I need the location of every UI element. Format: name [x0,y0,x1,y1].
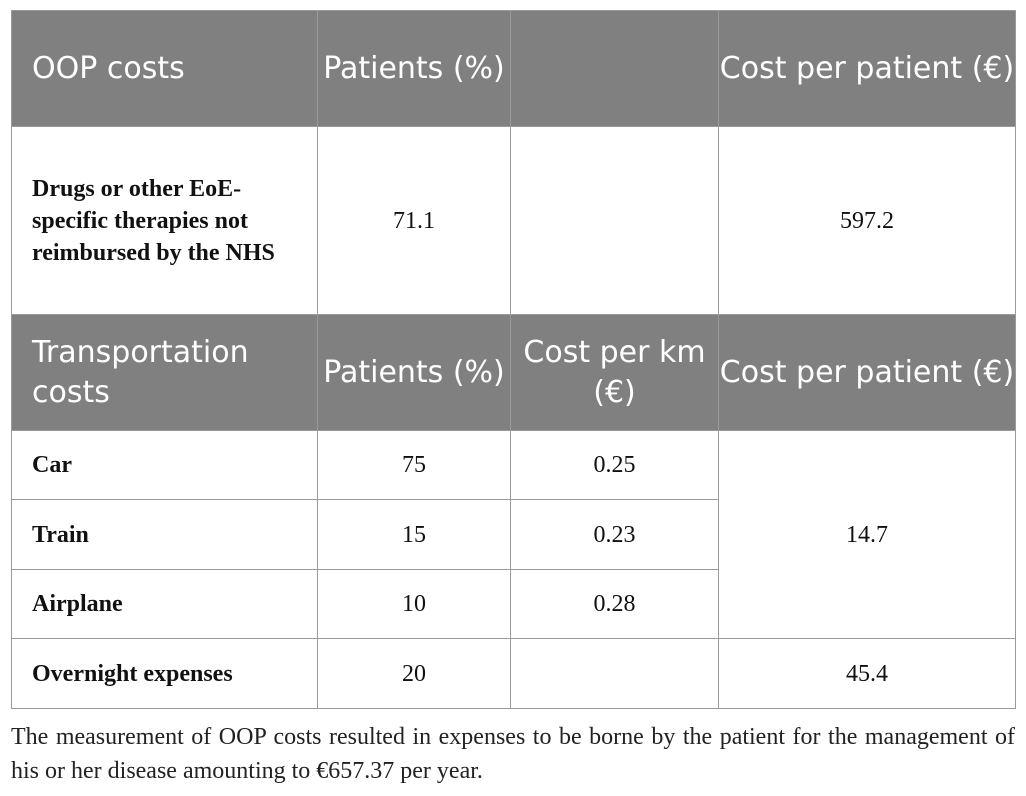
cell-patients: 10 [317,569,511,639]
cell-cost-per-km: 0.28 [510,569,719,639]
header-patients-pct: Patients (%) [317,10,511,127]
header-cost-per-patient: Cost per patient (€) [718,10,1016,127]
table-row: Airplane 10 0.28 [11,569,1016,639]
transport-header-row: Transportation costs Patients (%) Cost p… [11,314,1016,431]
header-empty [510,10,719,127]
cell-transport-cost-per-patient: 14.7 [718,430,1016,639]
cell-patients: 71.1 [317,126,511,315]
row-label-car: Car [11,430,318,500]
oop-costs-table: OOP costs Patients (%) Cost per patient … [11,10,1016,709]
row-label-drugs: Drugs or other EoE-specific therapies no… [11,126,318,315]
row-label-overnight: Overnight expenses [11,638,318,709]
header-transportation-costs: Transportation costs [11,314,318,431]
table-row: Drugs or other EoE-specific therapies no… [11,126,1016,315]
cell-patients: 75 [317,430,511,500]
cell-cost-per-patient: 597.2 [718,126,1016,315]
header-patients-pct: Patients (%) [317,314,511,431]
cell-cost-per-patient: 45.4 [718,638,1016,709]
oop-header-row: OOP costs Patients (%) Cost per patient … [11,10,1016,127]
table-row: Train 15 0.23 [11,499,1016,570]
row-label-train: Train [11,499,318,570]
cell-cost-per-km: 0.25 [510,430,719,500]
header-cost-per-km: Cost per km (€) [510,314,719,431]
table-row: Overnight expenses 20 45.4 [11,638,1016,709]
cell-cost-per-km [510,126,719,315]
header-oop-costs: OOP costs [11,10,318,127]
cell-patients: 15 [317,499,511,570]
cell-cost-per-km: 0.23 [510,499,719,570]
table-row: Car 75 0.25 14.7 [11,430,1016,639]
cell-cost-per-km [510,638,719,709]
cell-patients: 20 [317,638,511,709]
row-label-airplane: Airplane [11,569,318,639]
table-footnote: The measurement of OOP costs resulted in… [11,724,1015,784]
header-cost-per-patient: Cost per patient (€) [718,314,1016,431]
